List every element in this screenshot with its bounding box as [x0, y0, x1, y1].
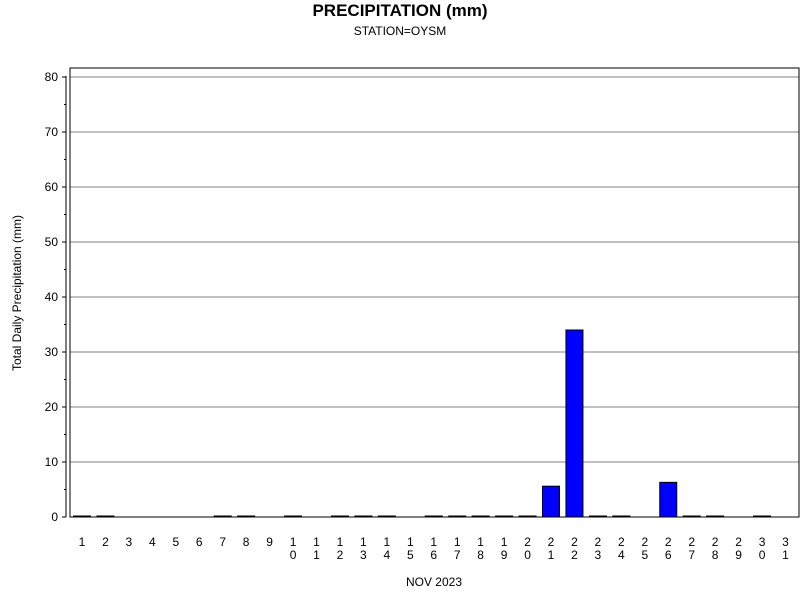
bar [612, 515, 631, 518]
bar [96, 515, 115, 518]
x-tick-label: 7 [219, 535, 226, 549]
x-tick-label: 3 [782, 535, 789, 549]
x-tick-label: 8 [243, 535, 250, 549]
bar [284, 515, 303, 518]
x-tick-label: 1 [548, 548, 555, 562]
y-tick-label: 20 [45, 400, 59, 414]
y-tick-label: 10 [45, 455, 59, 469]
x-tick-label: 5 [641, 548, 648, 562]
bar [213, 515, 232, 518]
x-tick-label: 0 [524, 548, 531, 562]
grid-lines [70, 76, 799, 463]
x-tick-label: 1 [384, 535, 391, 549]
bar [73, 515, 91, 518]
x-tick-label: 1 [430, 535, 437, 549]
y-tick-label: 50 [45, 235, 59, 249]
x-axis-label: NOV 2023 [406, 575, 462, 589]
x-tick-label: 1 [454, 535, 461, 549]
x-tick-label: 9 [266, 535, 273, 549]
x-tick-label: 2 [641, 535, 648, 549]
x-tick-label: 5 [172, 535, 179, 549]
bar [330, 515, 349, 518]
x-tick-label: 3 [759, 535, 766, 549]
x-tick-label: 1 [782, 548, 789, 562]
x-tick-label: 1 [79, 535, 86, 549]
x-tick-label: 8 [477, 548, 484, 562]
y-tick-label: 60 [45, 180, 59, 194]
x-tick-label: 4 [149, 535, 156, 549]
x-tick-label: 7 [688, 548, 695, 562]
y-axis: 0 10 20 30 40 50 60 70 80 [45, 70, 67, 524]
bar [659, 481, 678, 518]
x-tick-label: 2 [665, 535, 672, 549]
x-tick-label: 2 [688, 535, 695, 549]
bar [448, 515, 467, 518]
x-tick-label: 0 [759, 548, 766, 562]
bar [424, 515, 443, 518]
x-tick-label: 1 [337, 535, 344, 549]
x-tick-label: 9 [501, 548, 508, 562]
x-tick-label: 6 [665, 548, 672, 562]
x-tick-label: 8 [712, 548, 719, 562]
x-tick-label: 2 [712, 535, 719, 549]
y-tick-label: 0 [51, 510, 58, 524]
x-tick-label: 1 [313, 548, 320, 562]
x-tick-label: 3 [595, 548, 602, 562]
x-tick-label: 1 [360, 535, 367, 549]
y-tick-label: 30 [45, 345, 59, 359]
bar [706, 515, 725, 518]
x-tick-label: 1 [313, 535, 320, 549]
x-tick-label: 2 [524, 535, 531, 549]
x-tick-label: 1 [501, 535, 508, 549]
x-tick-label: 9 [735, 548, 742, 562]
x-tick-label: 3 [360, 548, 367, 562]
plot-area [69, 67, 800, 518]
x-tick-label: 1 [290, 535, 297, 549]
x-tick-label: 2 [548, 535, 555, 549]
x-tick-label: 4 [384, 548, 391, 562]
x-tick-label: 0 [290, 548, 297, 562]
x-tick-label: 7 [454, 548, 461, 562]
x-tick-label: 6 [430, 548, 437, 562]
bar [354, 515, 373, 518]
bar [471, 515, 490, 518]
bar [518, 515, 537, 518]
chart-title: PRECIPITATION (mm) [312, 1, 488, 20]
x-tick-label: 2 [618, 535, 625, 549]
y-tick-label: 80 [45, 70, 59, 84]
x-tick-label: 6 [196, 535, 203, 549]
bar [495, 515, 514, 518]
x-tick-label: 2 [571, 548, 578, 562]
x-tick-label: 2 [595, 535, 602, 549]
y-tick-label: 40 [45, 290, 59, 304]
bar [237, 515, 256, 518]
x-tick-label: 1 [407, 535, 414, 549]
x-tick-label: 4 [618, 548, 625, 562]
y-axis-label: Total Daily Precipitation (mm) [10, 215, 24, 371]
x-tick-label: 5 [407, 548, 414, 562]
bar [542, 485, 560, 518]
bars [73, 329, 772, 518]
chart-subtitle: STATION=OYSM [353, 24, 447, 38]
x-tick-label: 2 [735, 535, 742, 549]
x-tick-label: 2 [337, 548, 344, 562]
bar [682, 515, 701, 518]
x-tick-label: 2 [571, 535, 578, 549]
x-axis: 1 2 3 4 5 6 7 8 9 1011121314151617181920212223242… [79, 535, 790, 562]
bar [753, 515, 772, 518]
bar [588, 515, 607, 518]
x-tick-label: 1 [477, 535, 484, 549]
bar [565, 329, 584, 518]
y-tick-label: 70 [45, 125, 59, 139]
bar [377, 515, 396, 518]
x-tick-label: 2 [102, 535, 109, 549]
x-tick-label: 3 [126, 535, 133, 549]
